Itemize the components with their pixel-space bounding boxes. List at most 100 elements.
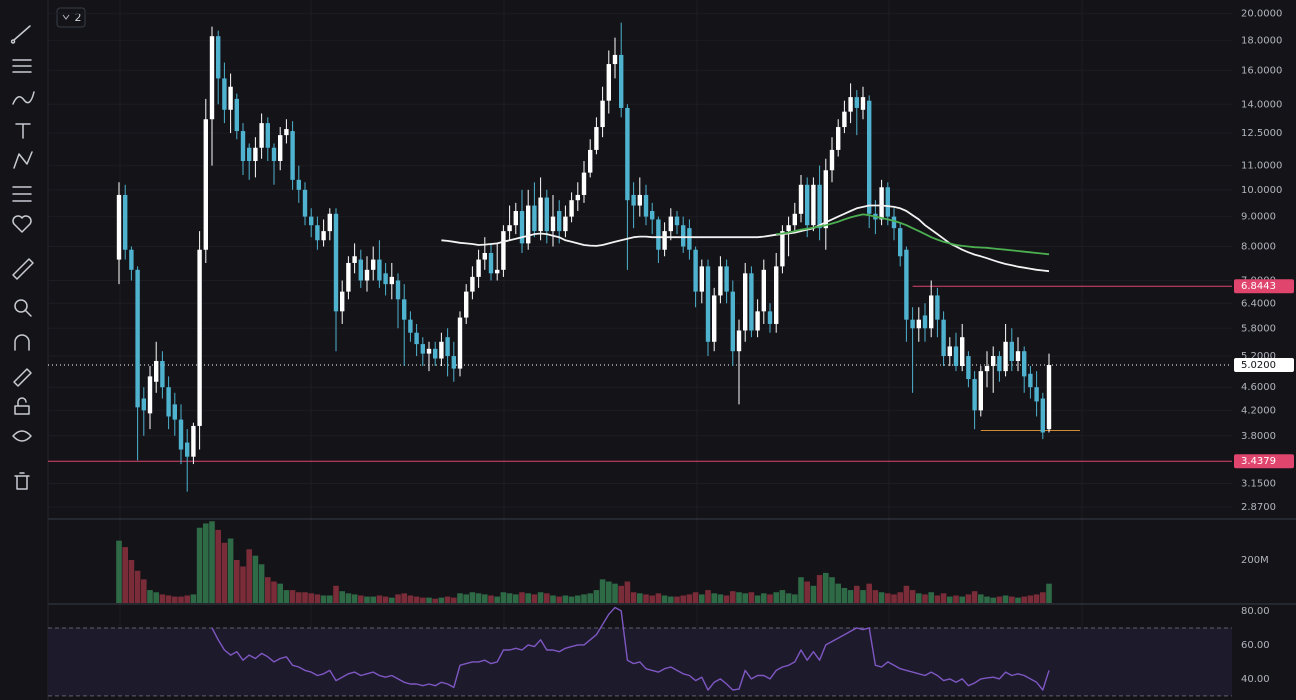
volume-bar [885, 593, 891, 603]
candle-body [172, 404, 177, 420]
y-tick-label: 4.6000 [1241, 382, 1276, 393]
candle-body [662, 231, 667, 250]
text-tool[interactable] [15, 123, 31, 139]
brush-tool[interactable] [12, 91, 35, 105]
y-tick-label: 80.00 [1241, 606, 1270, 617]
zoom-tool[interactable] [14, 299, 32, 317]
volume-bar [984, 596, 990, 603]
volume-bar [847, 590, 854, 603]
volume-bar [544, 593, 550, 603]
pattern-tool[interactable] [13, 151, 33, 169]
candle-body [718, 266, 723, 296]
volume-bar [804, 581, 810, 603]
volume-bar [469, 592, 476, 603]
candle-body [656, 219, 661, 250]
candle-body [904, 249, 909, 320]
candle-body [371, 259, 376, 270]
candle-body [464, 291, 469, 318]
volume-bar [761, 593, 767, 603]
candle-body [929, 295, 934, 329]
y-tick-label: 200M [1241, 555, 1269, 566]
volume-bar [221, 542, 228, 603]
volume-bar [339, 591, 345, 603]
candle-body [991, 356, 996, 367]
volume-bar [953, 595, 959, 603]
lock-drawing-tool[interactable] [13, 368, 32, 387]
candle-body [532, 205, 537, 232]
volume-bar [587, 593, 593, 603]
candle-body [457, 317, 463, 369]
candle-body [681, 225, 686, 247]
candle-body [290, 131, 295, 180]
volume-bar [649, 595, 655, 603]
volume-bar [482, 594, 488, 603]
candle-body [910, 319, 915, 329]
candle-body [563, 216, 568, 232]
candle-body [240, 131, 246, 162]
y-tick-label: 18.0000 [1241, 35, 1282, 46]
volume-bar [345, 593, 352, 603]
volume-bar [711, 593, 717, 603]
volume-bar [971, 591, 978, 603]
volume-bar [240, 566, 246, 603]
volume-bar [730, 591, 736, 603]
candle-body [854, 97, 859, 108]
candle-body [612, 54, 618, 65]
candle-body [185, 442, 190, 457]
visibility-tool[interactable] [12, 430, 32, 442]
volume-bar [866, 583, 872, 603]
candle-body [1015, 351, 1021, 361]
candle-body [1003, 341, 1008, 372]
measure-tool[interactable] [12, 258, 34, 280]
volume-bar [1009, 596, 1015, 603]
legend-collapse[interactable]: 2 [56, 7, 86, 28]
candle-body [160, 360, 165, 388]
volume-bar [395, 594, 401, 603]
candle-body [154, 360, 159, 382]
volume-bar [488, 595, 494, 603]
candle-body [526, 205, 531, 244]
candle-body [513, 211, 518, 226]
volume-bar [897, 592, 903, 603]
candle-body [724, 266, 729, 292]
volume-bar [451, 597, 457, 603]
candle-body [749, 273, 754, 331]
y-tick-label: 4.2000 [1241, 405, 1276, 416]
y-tick-label: 9.0000 [1241, 212, 1276, 223]
y-tick-label: 60.00 [1241, 640, 1270, 651]
candle-body [637, 194, 642, 206]
icon-tool[interactable] [12, 215, 32, 233]
volume-bar [1040, 592, 1046, 603]
volume-bar [314, 594, 321, 603]
candle-body [178, 419, 184, 450]
candle-body [445, 337, 450, 357]
candle-body [426, 348, 432, 354]
candle-body [476, 259, 481, 277]
magnet-tool[interactable] [14, 334, 30, 351]
trend-line-tool[interactable] [10, 25, 31, 44]
volume-bar [153, 592, 159, 603]
fib-tool[interactable] [12, 59, 32, 73]
volume-bar [172, 596, 178, 603]
prediction-tool[interactable] [12, 186, 32, 202]
candle-body [228, 86, 233, 110]
candle-body [247, 147, 252, 162]
volume-bar [116, 540, 122, 603]
lock-tool[interactable] [14, 397, 30, 415]
candle-body [309, 216, 314, 226]
badge-box[interactable] [56, 7, 86, 28]
candle-body [302, 189, 308, 217]
candle-body [984, 366, 990, 372]
candle-body [712, 295, 717, 342]
candle-body [767, 311, 773, 324]
volume-bar [928, 592, 934, 603]
volume-bar [327, 595, 333, 603]
volume-bar [457, 593, 463, 603]
volume-bar [903, 585, 910, 603]
candle-body [358, 259, 363, 281]
candle-body [296, 179, 301, 190]
candle-body [643, 194, 649, 217]
volume-bar [748, 592, 755, 603]
delete-tool[interactable] [14, 472, 30, 490]
candle-body [538, 197, 543, 232]
